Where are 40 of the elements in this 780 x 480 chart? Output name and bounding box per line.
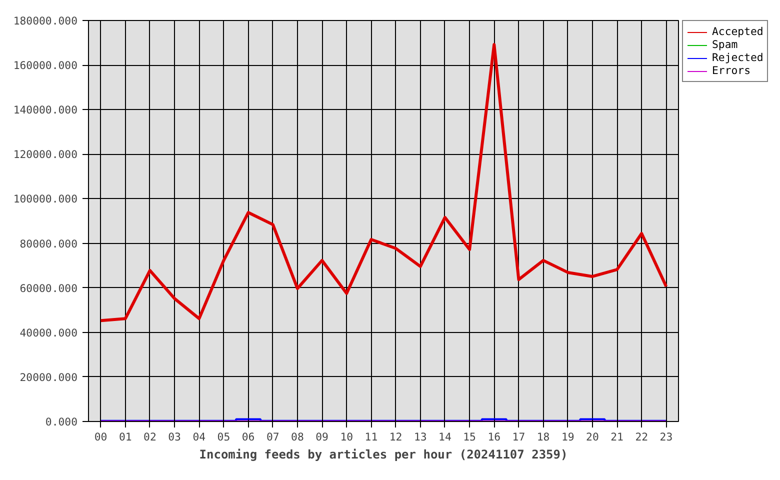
legend-label: Spam <box>712 38 738 51</box>
x-tick-label: 18 <box>536 430 550 444</box>
y-tick-label: 40000.000 <box>20 326 78 340</box>
y-tick-label: 140000.000 <box>13 104 78 117</box>
x-tick-label: 14 <box>438 430 452 444</box>
x-tick-label: 15 <box>463 430 476 444</box>
y-tick-label: 80000.000 <box>20 237 78 250</box>
x-axis-title: Incoming feeds by articles per hour (20241107 2359) <box>199 448 568 462</box>
legend-label: Accepted <box>712 25 764 38</box>
x-tick-label: 23 <box>660 430 673 444</box>
x-tick-label: 03 <box>168 430 181 444</box>
legend-label: Rejected <box>712 51 764 64</box>
line-series <box>99 43 668 322</box>
y-tick-label: 60000.000 <box>20 282 78 295</box>
y-tick-label: 20000.000 <box>20 370 78 384</box>
x-tick-label: 21 <box>610 430 624 444</box>
x-tick-label: 05 <box>217 430 230 444</box>
y-tick-label: 160000.000 <box>13 59 78 72</box>
legend-label: Errors <box>712 64 750 77</box>
x-tick-label: 11 <box>364 430 378 444</box>
x-tick-label: 20 <box>586 430 599 444</box>
y-tick-label: 100000.000 <box>13 192 78 206</box>
x-tick-label: 04 <box>192 430 206 444</box>
x-tick-label: 10 <box>340 430 354 444</box>
y-tick-label: 120000.000 <box>13 148 78 162</box>
y-tick-label: 180000.000 <box>13 14 78 28</box>
x-tick-label: 01 <box>118 430 132 444</box>
x-tick-label: 02 <box>144 430 156 444</box>
x-tick-label: 19 <box>561 430 574 444</box>
x-tick-label: 00 <box>94 430 108 444</box>
x-tick-label: 16 <box>488 430 501 444</box>
x-tick-label: 13 <box>414 430 427 444</box>
x-tick-label: 12 <box>389 430 402 444</box>
x-tick-label: 22 <box>635 430 648 444</box>
x-tick-label: 07 <box>266 430 280 444</box>
x-tick-label: 17 <box>512 430 526 444</box>
x-tick-label: 09 <box>316 430 328 444</box>
x-tick-label: 08 <box>291 430 304 444</box>
x-tick-label: 06 <box>242 430 255 444</box>
y-tick-label: 0.000 <box>45 416 78 428</box>
